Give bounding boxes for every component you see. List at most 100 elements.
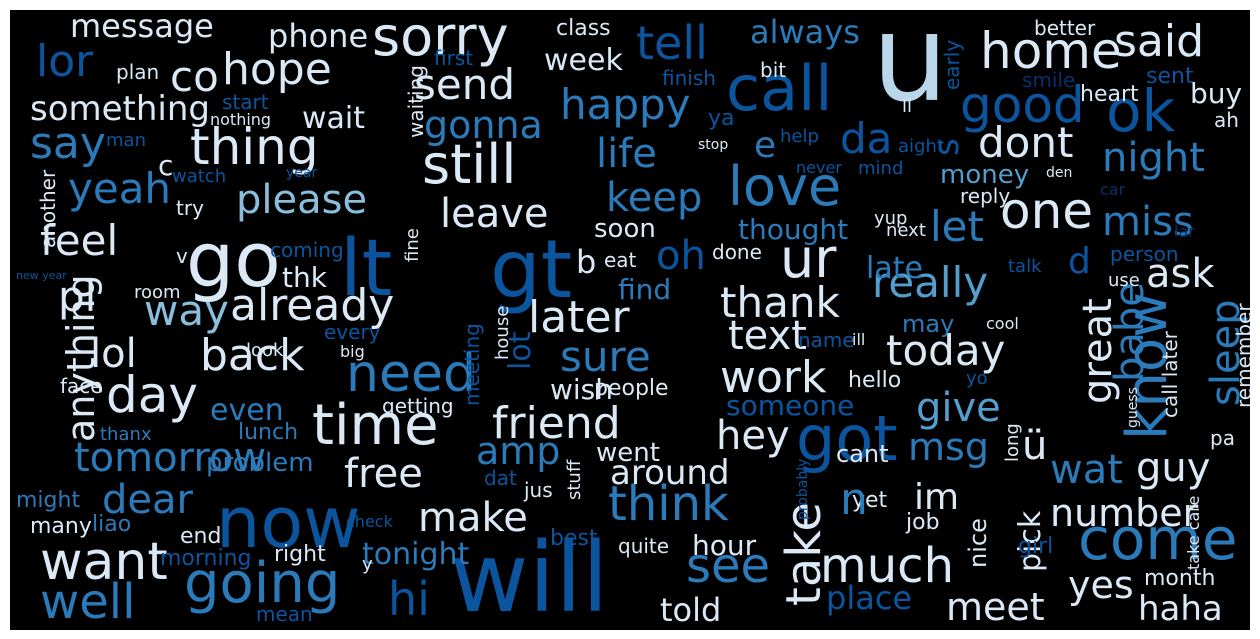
word-wait: wait bbox=[302, 101, 366, 136]
word-still: still bbox=[422, 133, 517, 196]
word-around: around bbox=[610, 453, 730, 493]
word-u: u bbox=[872, 10, 949, 129]
word-lt: lt bbox=[340, 224, 393, 314]
word-even: even bbox=[210, 393, 284, 428]
word-leave: leave bbox=[440, 191, 549, 237]
word-work: work bbox=[720, 352, 827, 403]
word-job: job bbox=[906, 510, 940, 535]
word-best: best bbox=[550, 526, 598, 551]
word-look: look bbox=[246, 340, 284, 361]
word-stuff: stuff bbox=[564, 459, 585, 500]
word-mean: mean bbox=[256, 602, 313, 626]
word-someone: someone bbox=[726, 389, 855, 422]
word-bit: bit bbox=[760, 58, 787, 82]
word-said: said bbox=[1114, 16, 1205, 67]
word-going: going bbox=[184, 551, 341, 616]
word-many: many bbox=[30, 514, 92, 539]
word-aight: aight bbox=[898, 136, 944, 157]
word-great: great bbox=[1075, 298, 1121, 404]
word-new-year: new year bbox=[16, 269, 67, 282]
word-ah: ah bbox=[1214, 108, 1239, 132]
word-much: much bbox=[820, 538, 954, 594]
word-buy: buy bbox=[1190, 77, 1243, 110]
word-year: year bbox=[286, 165, 318, 181]
word-night: night bbox=[1102, 135, 1205, 181]
word-long: long bbox=[1002, 423, 1023, 462]
word-friend: friend bbox=[492, 398, 621, 449]
word-something: something bbox=[30, 89, 211, 129]
word-thk: thk bbox=[282, 261, 327, 294]
word-take-care: take care bbox=[1184, 495, 1203, 570]
word-tomorrow: tomorrow bbox=[74, 435, 267, 481]
word-hi: hi bbox=[388, 572, 430, 626]
word-c: c bbox=[158, 149, 174, 182]
word-week: week bbox=[544, 43, 623, 78]
word-yup: yup bbox=[874, 208, 908, 229]
word-e: e bbox=[754, 125, 777, 166]
word-money: money bbox=[940, 160, 1030, 190]
word-another: another bbox=[36, 169, 60, 248]
word-send: send bbox=[414, 60, 516, 109]
word-say: say bbox=[30, 118, 106, 169]
word-go: go bbox=[186, 215, 281, 304]
word-dear: dear bbox=[102, 477, 193, 523]
word-make: make bbox=[418, 495, 528, 541]
word-thank: thank bbox=[720, 278, 840, 327]
word-told: told bbox=[660, 591, 722, 629]
word-right: right bbox=[274, 542, 326, 567]
word-phone: phone bbox=[268, 17, 369, 55]
word-check: check bbox=[346, 512, 393, 531]
word-call: call bbox=[726, 52, 833, 125]
word-lar: lar bbox=[1174, 222, 1195, 241]
word-hour: hour bbox=[692, 529, 757, 562]
word-ll: ll bbox=[902, 96, 913, 117]
word-probably: probably bbox=[795, 458, 811, 520]
word-ask: ask bbox=[1146, 251, 1215, 297]
word-mind: mind bbox=[858, 158, 904, 179]
word-pa: pa bbox=[1210, 426, 1235, 450]
word-guess: guess bbox=[1125, 387, 1141, 428]
word-gt: gt bbox=[490, 223, 573, 316]
word-coming: coming bbox=[270, 238, 344, 262]
word-way: way bbox=[144, 286, 229, 335]
word-quite: quite bbox=[618, 534, 670, 558]
word-place: place bbox=[826, 579, 913, 617]
word-lot: lot bbox=[503, 331, 538, 370]
word-anything: anything bbox=[59, 274, 103, 442]
word-use: use bbox=[1108, 270, 1140, 291]
word-dat: dat bbox=[484, 466, 517, 490]
word-love: love bbox=[728, 155, 842, 218]
word-start: start bbox=[222, 90, 269, 114]
word-first: first bbox=[434, 46, 474, 70]
word-never: never bbox=[796, 158, 842, 177]
word-always: always bbox=[750, 13, 860, 51]
word-will: will bbox=[450, 522, 609, 630]
word-already: already bbox=[230, 280, 395, 331]
word-im: im bbox=[914, 477, 960, 518]
word-getting: getting bbox=[382, 394, 454, 418]
word-b: b bbox=[576, 243, 597, 281]
word-need: need bbox=[346, 344, 476, 404]
word-lol: lol bbox=[90, 331, 137, 377]
word-back: back bbox=[200, 330, 305, 381]
word-heart: heart bbox=[1080, 82, 1139, 107]
word-meet: meet bbox=[946, 585, 1045, 629]
word-one: one bbox=[1000, 182, 1094, 240]
word-time: time bbox=[312, 393, 439, 458]
word-nice: nice bbox=[964, 518, 992, 568]
word-d: d bbox=[1068, 241, 1091, 282]
word-talk: talk bbox=[1008, 256, 1042, 277]
word-finish: finish bbox=[662, 66, 716, 90]
word-waiting: waiting bbox=[404, 65, 428, 138]
word-month: month bbox=[1144, 566, 1216, 591]
word-cant: cant bbox=[836, 440, 889, 468]
word-went: went bbox=[596, 438, 660, 468]
word-people: people bbox=[594, 376, 669, 401]
word-oh: oh bbox=[656, 233, 706, 279]
word-gonna: gonna bbox=[424, 103, 543, 147]
word-happy: happy bbox=[560, 80, 691, 129]
word-remember: remember bbox=[1232, 303, 1250, 408]
word-feel: feel bbox=[40, 216, 119, 265]
word-yo: yo bbox=[966, 368, 988, 389]
word-next: next bbox=[886, 220, 926, 241]
